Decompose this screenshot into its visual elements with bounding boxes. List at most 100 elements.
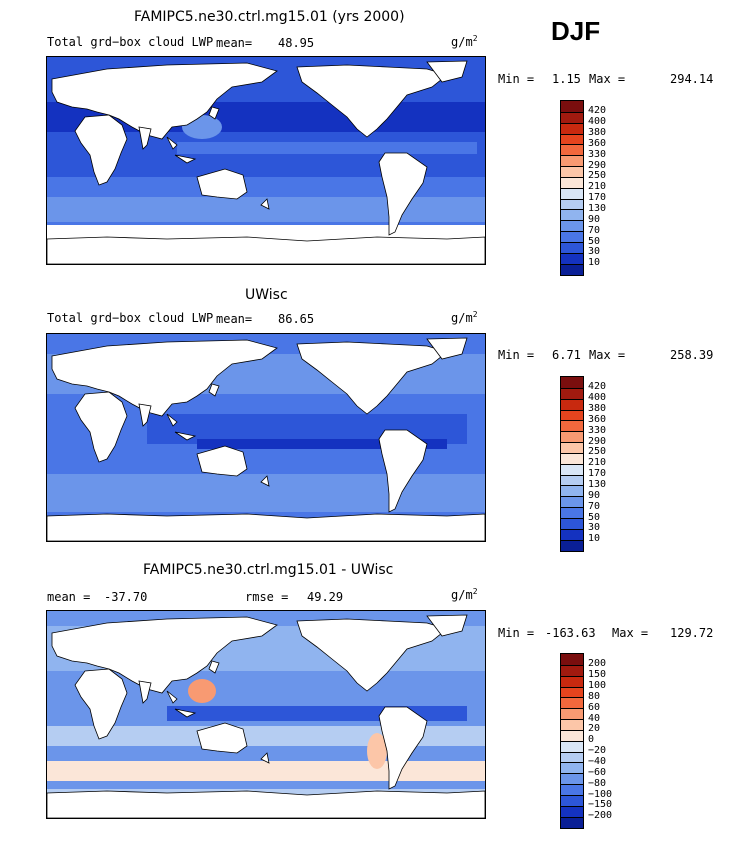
- panel-2-map-svg: [47, 334, 485, 541]
- panel-1-var-label: Total grd−box cloud LWP: [47, 35, 214, 49]
- colorbar-tick-label: 360: [588, 137, 607, 149]
- colorbar-tick-label: 40: [588, 712, 601, 724]
- panel-3-min-label: Min =: [498, 626, 535, 640]
- colorbar-tick-label: 90: [588, 489, 601, 501]
- colorbar-tick-label: −100: [588, 788, 613, 800]
- colorbar-swatch: [561, 209, 583, 221]
- colorbar-swatch: [561, 784, 583, 795]
- colorbar-tick-label: 130: [588, 479, 607, 491]
- panel-3-rmse-value: 49.29: [307, 590, 344, 604]
- colorbar-tick-label: 10: [588, 257, 601, 269]
- panel-1-title: FAMIPC5.ne30.ctrl.mg15.01 (yrs 2000): [134, 9, 405, 25]
- colorbar-tick-label: 150: [588, 669, 607, 681]
- panel-1-map-svg: [47, 57, 485, 264]
- colorbar-swatch: [561, 398, 583, 410]
- colorbar-swatch: [561, 528, 583, 540]
- colorbar-tick-label: 290: [588, 435, 607, 447]
- colorbar-swatch: [561, 697, 583, 709]
- panel-2-title: UWisc: [245, 287, 288, 303]
- colorbar-swatch: [561, 176, 583, 188]
- panel-2-max-value: 258.39: [670, 348, 714, 362]
- panel-2-min-value: 6.71: [552, 348, 581, 362]
- colorbar-swatch: [561, 252, 583, 264]
- panel-3-rmse-label: rmse =: [245, 590, 289, 604]
- panel-1-min-label: Min =: [498, 72, 535, 86]
- colorbar-swatch: [561, 794, 583, 806]
- colorbar-tick-label: 290: [588, 159, 607, 171]
- colorbar-tick-label: 420: [588, 105, 607, 117]
- colorbar-tick-label: 360: [588, 413, 607, 425]
- colorbar-tick-label: 70: [588, 224, 601, 236]
- colorbar-swatch: [561, 220, 583, 232]
- colorbar-swatch: [561, 539, 583, 551]
- colorbar-swatch: [561, 452, 583, 464]
- colorbar-tick-label: 50: [588, 511, 601, 523]
- colorbar-tick-label: −60: [588, 766, 607, 778]
- colorbar-tick-label: 420: [588, 381, 607, 393]
- colorbar-tick-label: −150: [588, 799, 613, 811]
- colorbar-swatch: [561, 155, 583, 167]
- panel-1-max-value: 294.14: [670, 72, 714, 86]
- colorbar-tick-label: 100: [588, 680, 607, 692]
- warm-patch: [188, 679, 216, 703]
- colorbar-tick-label: 250: [588, 170, 607, 182]
- colorbar-tick-label: 170: [588, 192, 607, 204]
- colorbar-swatch: [561, 387, 583, 399]
- tropical-band: [177, 142, 477, 154]
- panel-2-colorbar: [560, 376, 584, 552]
- colorbar-swatch: [561, 263, 583, 275]
- colorbar-swatch: [561, 729, 583, 741]
- colorbar-swatch: [561, 517, 583, 529]
- colorbar-tick-label: 20: [588, 723, 601, 735]
- colorbar-swatch: [561, 133, 583, 145]
- colorbar-swatch: [561, 187, 583, 199]
- colorbar-swatch: [561, 111, 583, 123]
- panel-3-map-svg: [47, 611, 485, 818]
- warm-patch-2: [367, 733, 387, 769]
- panel-2-map: [46, 333, 486, 542]
- colorbar-swatch: [561, 442, 583, 453]
- colorbar-swatch: [561, 431, 583, 443]
- colorbar-swatch: [561, 816, 583, 828]
- panel-3-mean-label: mean =: [47, 590, 91, 604]
- panel-1-colorbar: [560, 100, 584, 276]
- colorbar-tick-label: −80: [588, 777, 607, 789]
- panel-1-colorbar-ticks: 420 400 380 360 330 290 250 210 170 130 90 70 50 30 10: [588, 106, 606, 269]
- colorbar-swatch: [561, 101, 583, 112]
- colorbar-swatch: [561, 686, 583, 698]
- colorbar-tick-label: 80: [588, 690, 601, 702]
- colorbar-swatch: [561, 654, 583, 665]
- colorbar-tick-label: 170: [588, 468, 607, 480]
- colorbar-swatch: [561, 122, 583, 134]
- colorbar-tick-label: 60: [588, 701, 601, 713]
- colorbar-swatch: [561, 496, 583, 508]
- colorbar-swatch: [561, 241, 583, 253]
- colorbar-swatch: [561, 231, 583, 242]
- panel-1-max-label: Max =: [589, 72, 626, 86]
- colorbar-tick-label: 90: [588, 213, 601, 225]
- colorbar-tick-label: 380: [588, 127, 607, 139]
- panel-3-title: FAMIPC5.ne30.ctrl.mg15.01 - UWisc: [143, 562, 394, 578]
- panel-3-map: [46, 610, 486, 819]
- colorbar-swatch: [561, 463, 583, 475]
- panel-1-map: [46, 56, 486, 265]
- colorbar-tick-label: 210: [588, 457, 607, 469]
- colorbar-tick-label: −200: [588, 810, 613, 822]
- colorbar-tick-label: 130: [588, 203, 607, 215]
- colorbar-tick-label: 210: [588, 181, 607, 193]
- colorbar-tick-label: 30: [588, 522, 601, 534]
- panel-2-var-label: Total grd−box cloud LWP: [47, 311, 214, 325]
- colorbar-tick-label: 380: [588, 403, 607, 415]
- colorbar-tick-label: −20: [588, 745, 607, 757]
- colorbar-swatch: [561, 675, 583, 687]
- colorbar-tick-label: 400: [588, 116, 607, 128]
- colorbar-swatch: [561, 708, 583, 720]
- colorbar-swatch: [561, 507, 583, 518]
- colorbar-swatch: [561, 198, 583, 210]
- colorbar-swatch: [561, 740, 583, 752]
- colorbar-tick-label: 330: [588, 424, 607, 436]
- panel-3-mean-value: -37.70: [104, 590, 148, 604]
- panel-1-min-value: 1.15: [552, 72, 581, 86]
- colorbar-tick-label: 250: [588, 446, 607, 458]
- panel-3-min-value: -163.63: [545, 626, 596, 640]
